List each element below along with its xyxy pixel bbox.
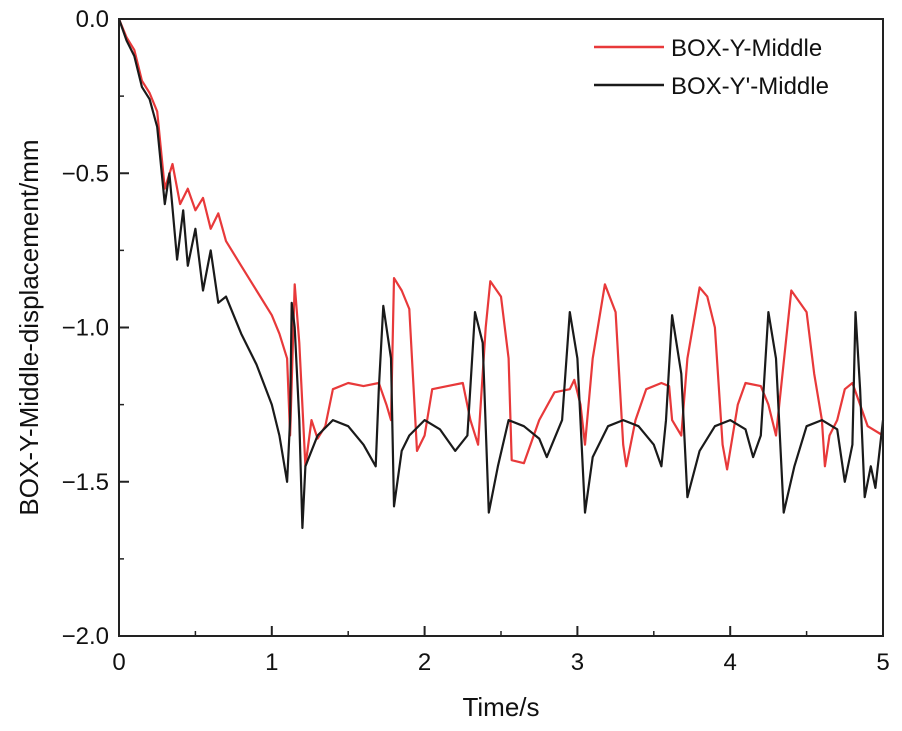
y-tick-label: −2.0 [62,623,109,650]
x-tick-label: 4 [724,649,737,676]
legend-label-2: BOX-Y'-Middle [671,73,829,100]
y-tick-label: −1.0 [62,315,109,342]
x-tick-label: 5 [876,649,889,676]
x-tick-label: 0 [112,649,125,676]
series-line-2 [117,18,885,530]
x-tick-label: 3 [571,649,584,676]
legend-label-1: BOX-Y-Middle [671,35,822,62]
x-axis-title: Time/s [462,692,539,722]
x-axis-ticks: 0 1 2 3 4 5 [112,626,890,676]
y-tick-label: −1.5 [62,469,109,496]
series-line-1 [117,18,884,471]
plot-lines [117,18,885,530]
legend: BOX-Y-Middle BOX-Y'-Middle [594,35,829,100]
x-tick-label: 2 [418,649,431,676]
y-tick-label: −0.5 [62,160,109,187]
y-axis-ticks: 0.0 −0.5 −1.0 −1.5 −2.0 [62,6,129,650]
x-tick-label: 1 [265,649,278,676]
y-tick-label: 0.0 [76,6,109,33]
y-axis-title: BOX-Y-Middle-displacement/mm [14,139,44,515]
